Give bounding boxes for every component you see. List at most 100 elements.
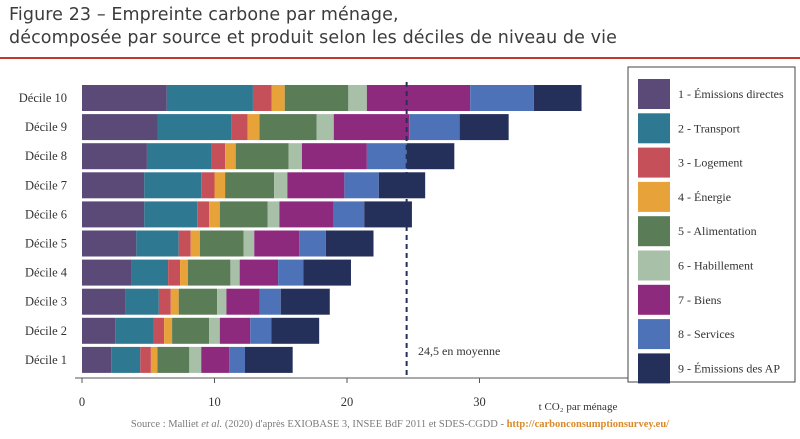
bar-segment [231, 114, 248, 141]
y-tick-label: Décile 5 [25, 237, 67, 251]
bar-segment [164, 317, 173, 344]
bar-segment [303, 259, 351, 286]
y-tick-label: Décile 2 [25, 324, 67, 338]
bar-segment [82, 201, 145, 228]
y-tick-label: Décile 7 [25, 178, 67, 192]
bar-segment [244, 346, 293, 373]
bar-segment [225, 172, 275, 199]
bar-segment [136, 230, 179, 257]
bar-segment [211, 143, 226, 170]
bar-segment [316, 114, 334, 141]
y-tick-label: Décile 6 [25, 207, 67, 221]
bar-segment [144, 201, 198, 228]
legend-label: 3 - Logement [678, 156, 743, 170]
bar-segment [287, 172, 345, 199]
legend-swatch [638, 319, 670, 350]
x-tick-label: 30 [473, 395, 486, 409]
y-tick-label: Décile 3 [25, 295, 67, 309]
legend-swatch [638, 147, 670, 178]
bar-segment [333, 114, 410, 141]
bar-segment [378, 172, 426, 199]
bar-segment [226, 288, 260, 315]
bar-segment [219, 201, 268, 228]
bar-segment [254, 230, 300, 257]
legend-swatch [638, 216, 670, 247]
bar-segment [364, 201, 412, 228]
legend-swatch [638, 113, 670, 144]
y-axis-labels: Décile 10 Décile 9 Décile 8 Décile 7 Décile … [19, 91, 68, 367]
bar-segment [199, 230, 244, 257]
bar-segment [82, 317, 116, 344]
x-tick-label: 0 [79, 395, 85, 409]
bar-segment [82, 172, 145, 199]
bar-segment [180, 259, 188, 286]
bar-segment [325, 230, 374, 257]
bar-segment [406, 143, 455, 170]
y-tick-label: Décile 8 [25, 149, 67, 163]
bar-segment [259, 114, 317, 141]
bar-segment [82, 259, 132, 286]
bar-segment [252, 85, 272, 111]
legend-swatch [638, 353, 670, 384]
bar-segment [140, 346, 151, 373]
bar-segment [178, 230, 191, 257]
y-tick-label: Décile 4 [25, 266, 68, 280]
x-tick-label: 10 [208, 395, 221, 409]
bar-segment [217, 288, 227, 315]
bar-segment [267, 201, 280, 228]
bar-segment [209, 201, 220, 228]
bar-segment [157, 114, 232, 141]
bar-segment [271, 317, 320, 344]
bar-segment [150, 346, 158, 373]
source-link[interactable]: http://carbonconsumptionsurvey.eu/ [506, 419, 670, 430]
bar-segment [146, 143, 212, 170]
bar-segment [409, 114, 460, 141]
bar-segment [82, 114, 158, 141]
bar-segment [459, 114, 509, 141]
bar-segment [344, 172, 379, 199]
average-reference-label: 24,5 en moyenne [418, 344, 500, 358]
x-axis-label: t CO₂ par ménage [539, 401, 618, 413]
bar-segment [239, 259, 279, 286]
source-prefix: Source : Malliet [130, 419, 202, 430]
legend-label: 4 - Énergie [678, 190, 731, 204]
x-axis-ticks: 0 10 20 30 [79, 378, 486, 409]
bar-segment [247, 114, 260, 141]
bar-segment [178, 288, 218, 315]
bar-segment [172, 317, 210, 344]
legend-box [627, 66, 796, 383]
bar-segment [225, 143, 236, 170]
bar-segment [111, 346, 141, 373]
bar-segment [214, 172, 226, 199]
legend-label: 2 - Transport [678, 121, 741, 135]
legend-swatch [638, 181, 670, 212]
legend-label: 8 - Services [678, 327, 735, 341]
bar-segment [279, 201, 334, 228]
figure-title-line-1: Figure 23 – Empreinte carbone par ménage… [9, 5, 399, 25]
bar-segment [153, 317, 165, 344]
bar-segment [158, 288, 171, 315]
bar-segment [333, 201, 365, 228]
x-tick-label: 20 [341, 395, 354, 409]
bar-segment [470, 85, 534, 111]
bar-segment [235, 143, 289, 170]
bar-segment [157, 346, 190, 373]
bar-segment [168, 259, 181, 286]
title-rule [0, 57, 800, 59]
bar-segment [366, 143, 407, 170]
bar-segment [82, 143, 147, 170]
bar-segment [229, 346, 245, 373]
bar-segment [366, 85, 471, 111]
legend-label: 5 - Alimentation [678, 224, 757, 238]
bar-segment [190, 230, 200, 257]
bar-segment [280, 288, 330, 315]
bar-segment [82, 288, 126, 315]
bar-segment [219, 317, 251, 344]
legend-swatch [638, 250, 670, 281]
bar-segment [299, 230, 326, 257]
bar-segment [82, 85, 167, 111]
figure-title-line-2: décomposée par source et produit selon l… [9, 28, 617, 48]
bar-segment [533, 85, 582, 111]
bar-segment [201, 172, 215, 199]
